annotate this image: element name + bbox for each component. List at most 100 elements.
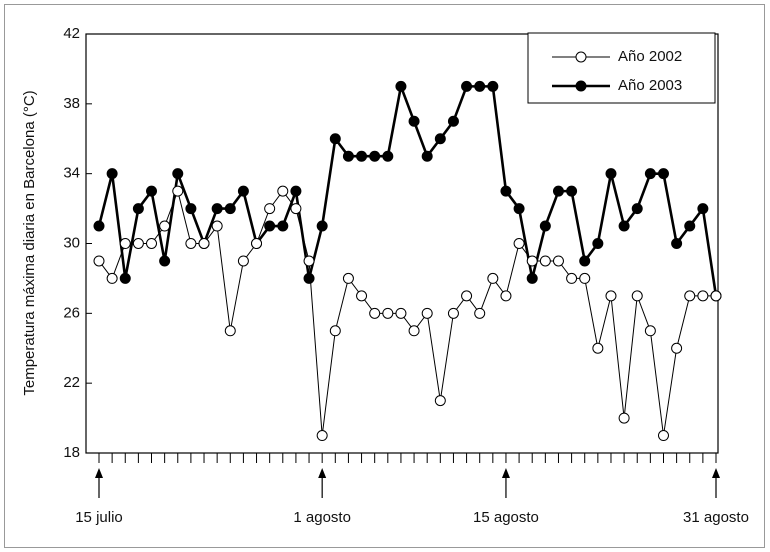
point — [657, 430, 669, 442]
point — [264, 203, 276, 215]
point — [132, 238, 144, 249]
point — [474, 80, 486, 92]
point — [369, 307, 381, 319]
point — [474, 307, 486, 319]
point — [369, 150, 381, 162]
point — [644, 168, 656, 180]
legend-marker — [575, 80, 587, 92]
point — [487, 80, 499, 92]
y-tick-label: 34 — [63, 165, 80, 182]
point — [592, 238, 604, 249]
point — [382, 150, 394, 162]
point — [211, 220, 223, 232]
point — [434, 395, 446, 407]
point — [185, 203, 197, 215]
point — [224, 325, 236, 337]
x-tick-label: 15 julio — [75, 509, 123, 526]
point — [329, 325, 341, 337]
y-tick-label: 26 — [63, 304, 80, 321]
point — [697, 290, 709, 302]
point — [237, 185, 249, 197]
point — [106, 272, 118, 284]
point — [421, 307, 433, 319]
point — [159, 220, 171, 232]
point — [605, 168, 617, 180]
point — [671, 342, 683, 354]
y-tick-label: 18 — [63, 444, 80, 461]
point — [290, 203, 302, 215]
point — [408, 325, 420, 337]
point — [119, 272, 131, 284]
point — [290, 185, 302, 197]
point — [316, 430, 328, 442]
point — [224, 203, 236, 215]
point — [500, 185, 512, 197]
point — [631, 203, 643, 215]
point — [106, 168, 118, 180]
point — [592, 342, 604, 354]
y-axis-label: Temperatura máxima diaria en Barcelona (… — [21, 90, 38, 395]
point — [277, 185, 289, 197]
y-tick-label: 38 — [63, 95, 80, 112]
point — [93, 220, 105, 232]
x-tick-label: 31 agosto — [683, 509, 749, 526]
point — [93, 255, 105, 267]
point — [395, 80, 407, 92]
point — [356, 150, 368, 162]
arrow-head — [318, 468, 327, 478]
point — [487, 272, 499, 284]
point — [566, 185, 578, 197]
legend-marker — [575, 51, 587, 63]
point — [461, 80, 473, 92]
point — [421, 150, 433, 162]
point — [526, 255, 538, 267]
point — [303, 255, 315, 267]
series-line — [97, 81, 718, 297]
point — [657, 168, 669, 180]
point — [631, 290, 643, 302]
legend-label: Año 2003 — [618, 77, 682, 94]
point — [539, 220, 551, 232]
point — [303, 272, 315, 284]
legend-label: Año 2002 — [618, 48, 682, 65]
point — [697, 203, 709, 215]
point — [605, 290, 617, 302]
point — [447, 307, 459, 319]
point — [408, 115, 420, 127]
point — [513, 203, 525, 215]
point — [579, 255, 591, 267]
point — [264, 220, 276, 232]
point — [644, 325, 656, 337]
point — [618, 220, 630, 232]
point — [552, 185, 564, 197]
point — [684, 290, 696, 302]
point — [119, 238, 131, 249]
point — [395, 307, 407, 319]
point — [159, 255, 171, 267]
point — [342, 150, 354, 162]
point — [316, 220, 328, 232]
point — [382, 307, 394, 319]
arrow-head — [501, 468, 510, 478]
point — [277, 220, 289, 232]
point — [671, 238, 683, 249]
point — [211, 203, 223, 215]
point — [146, 238, 158, 249]
x-tick-label: 15 agosto — [473, 509, 539, 526]
point — [132, 203, 144, 215]
y-tick-label: 30 — [63, 234, 80, 251]
point — [146, 185, 158, 197]
point — [251, 238, 263, 249]
point — [434, 133, 446, 145]
point — [579, 272, 591, 284]
point — [447, 115, 459, 127]
point — [513, 238, 525, 249]
y-tick-label: 22 — [63, 374, 80, 391]
point — [461, 290, 473, 302]
x-tick-label: 1 agosto — [293, 509, 351, 526]
point — [198, 238, 210, 249]
point — [329, 133, 341, 145]
point — [710, 290, 722, 302]
point — [526, 272, 538, 284]
